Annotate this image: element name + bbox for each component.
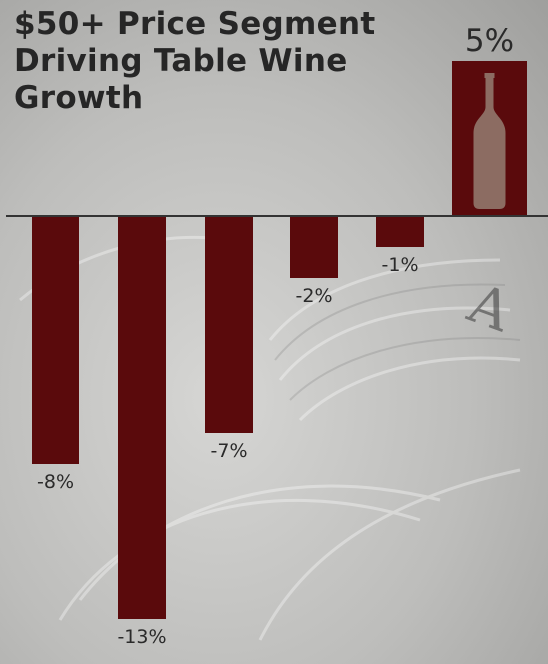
bar-value-label-1: -8% — [37, 471, 74, 493]
bar-3 — [205, 216, 253, 433]
bar-value-label-2: -13% — [117, 626, 166, 648]
bar-5 — [376, 216, 424, 247]
bar-value-label-5: -1% — [382, 254, 419, 276]
bar-value-label-4: -2% — [296, 285, 333, 307]
bar-1 — [32, 216, 79, 464]
bar-2 — [118, 216, 166, 619]
bar-4 — [290, 216, 338, 278]
wine-bottle-icon — [473, 73, 506, 209]
bar-value-label-3: -7% — [211, 440, 248, 462]
chart-title: $50+ Price Segment Driving Table Wine Gr… — [14, 6, 376, 116]
bar-value-label-6: 5% — [465, 23, 514, 59]
